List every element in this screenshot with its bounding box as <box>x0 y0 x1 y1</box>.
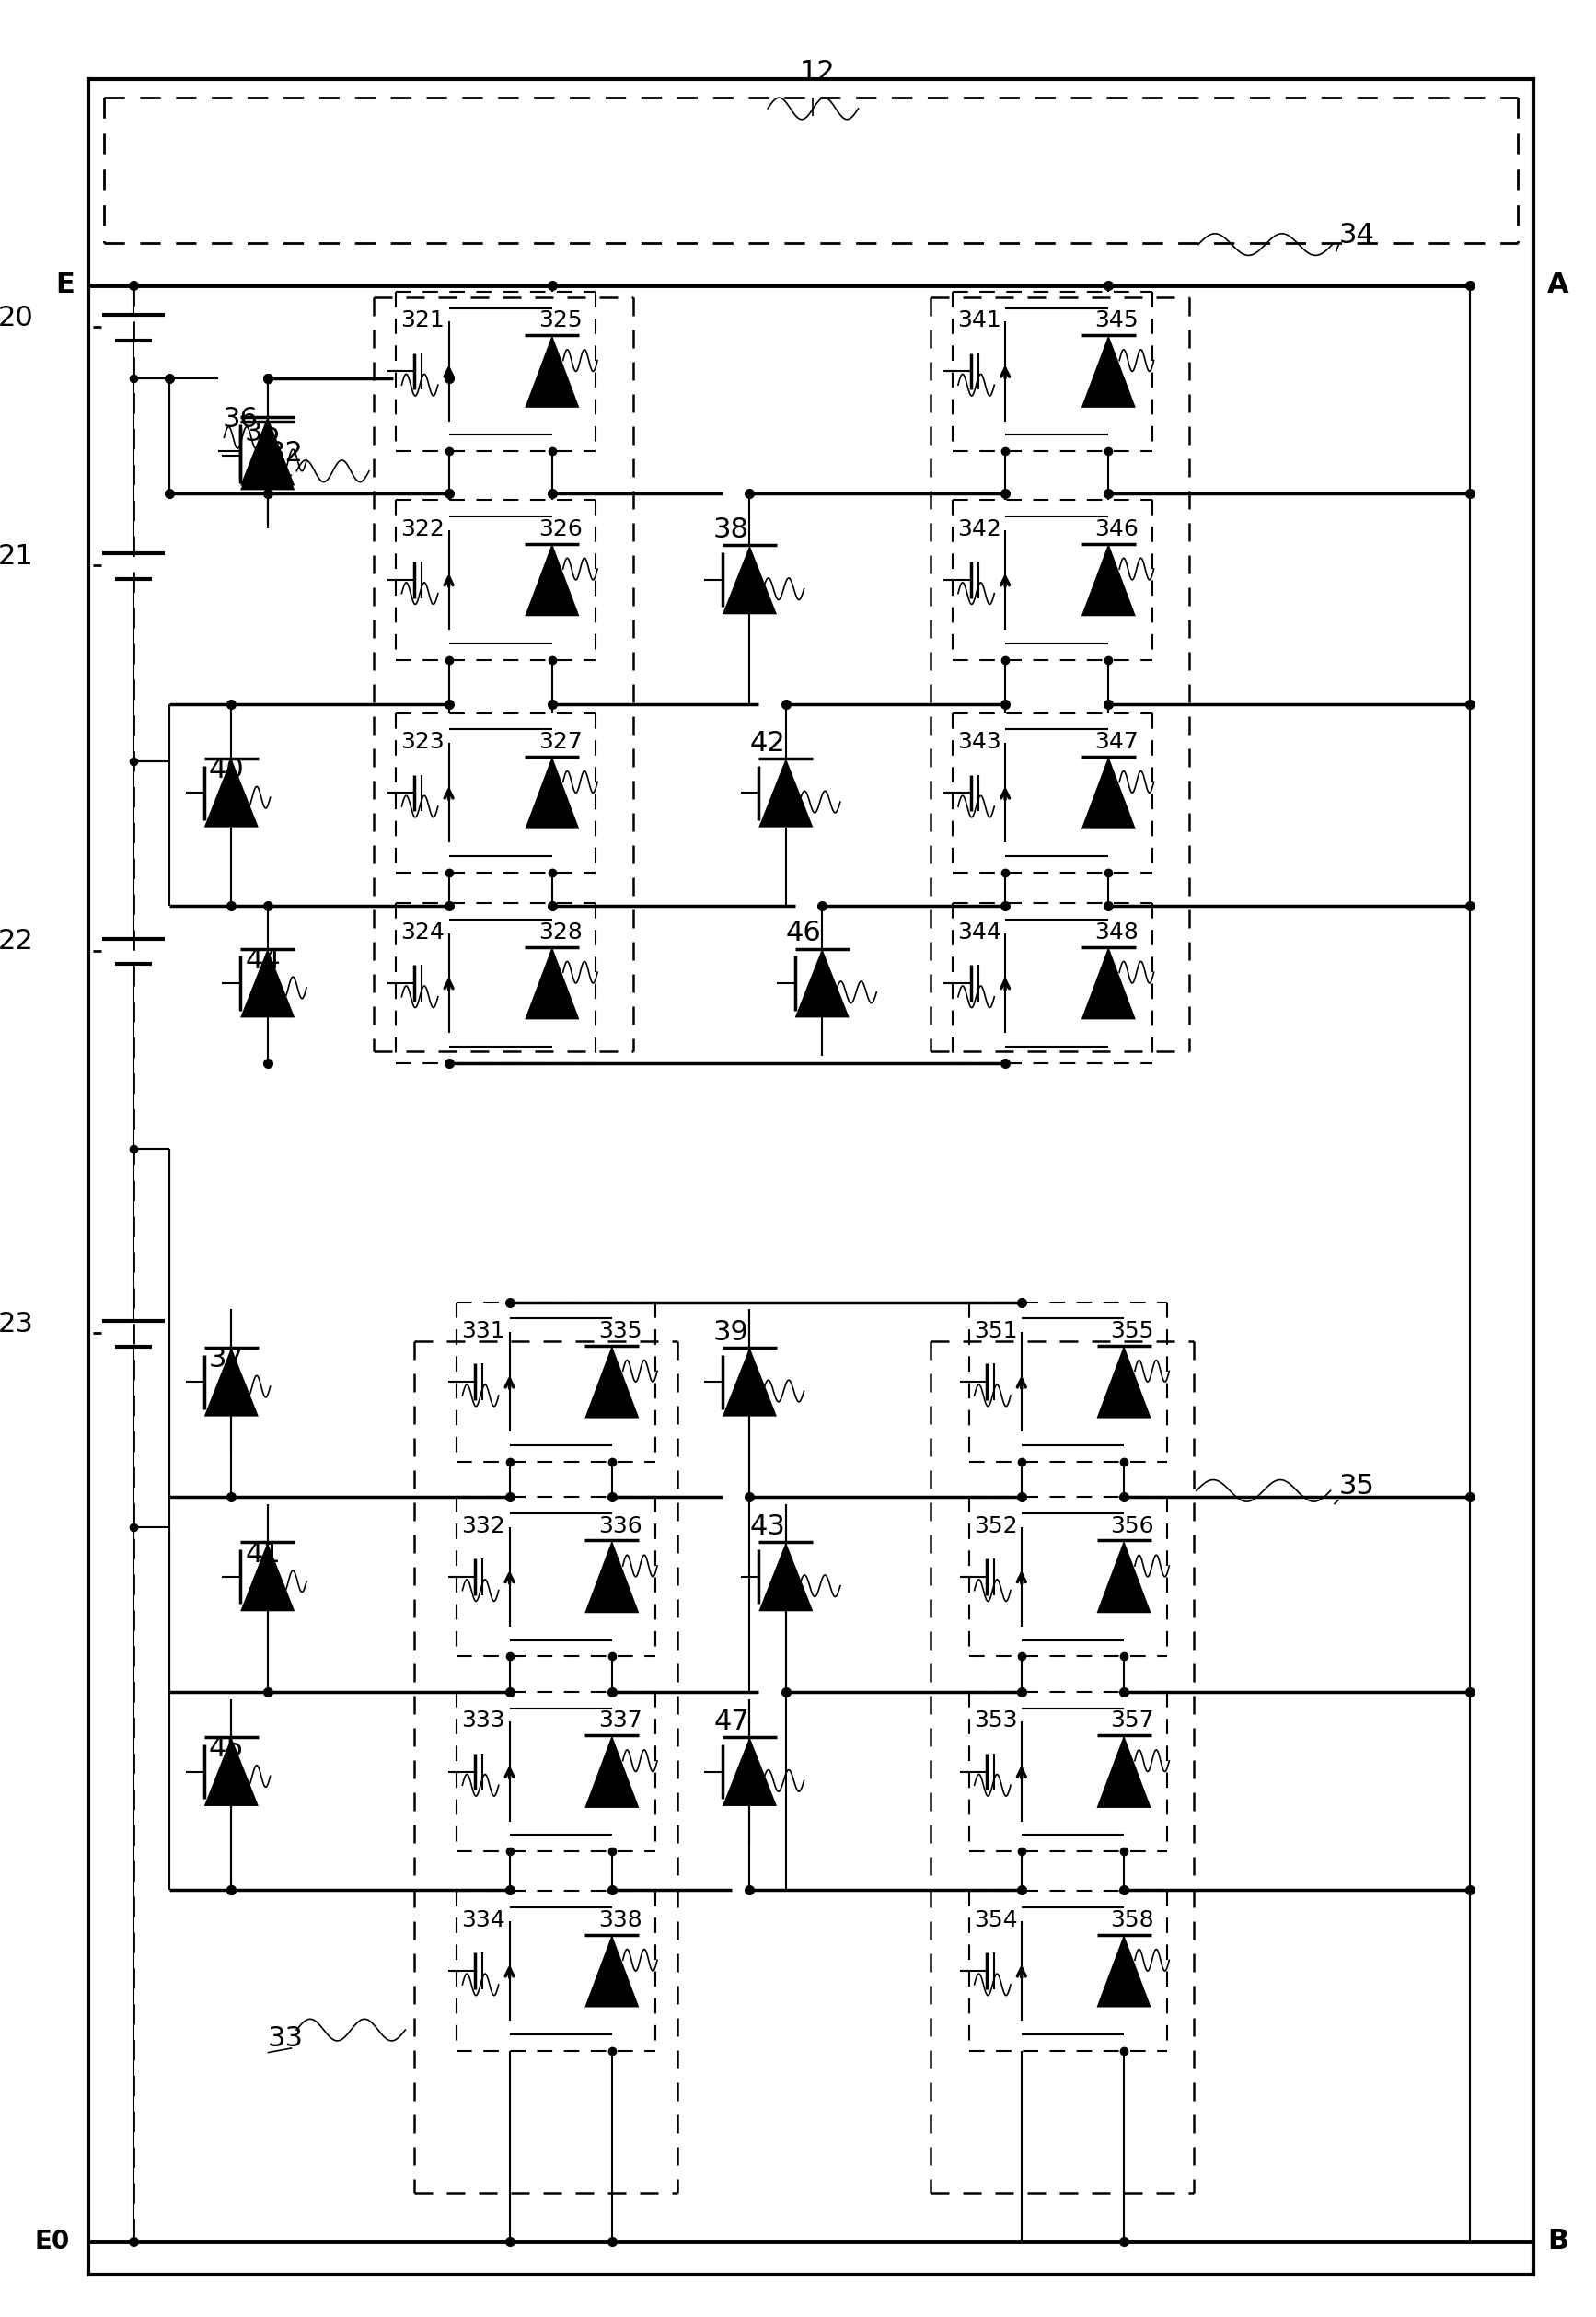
Text: 326: 326 <box>538 519 583 540</box>
Text: 323: 323 <box>401 730 445 753</box>
Text: 354: 354 <box>974 1909 1017 1932</box>
Text: 347: 347 <box>1095 730 1140 753</box>
Polygon shape <box>1082 544 1136 616</box>
Polygon shape <box>795 948 849 1017</box>
Text: 344: 344 <box>958 922 1001 943</box>
Polygon shape <box>758 1543 812 1610</box>
Polygon shape <box>241 422 295 491</box>
Text: 333: 333 <box>461 1710 506 1731</box>
Text: 341: 341 <box>958 310 1001 331</box>
Polygon shape <box>584 1541 638 1613</box>
Polygon shape <box>723 544 777 614</box>
Polygon shape <box>525 336 579 408</box>
Text: 45: 45 <box>209 1735 244 1763</box>
Text: 22: 22 <box>0 929 34 955</box>
Polygon shape <box>584 1935 638 2007</box>
Text: 322: 322 <box>401 519 445 540</box>
Text: 345: 345 <box>1095 310 1138 331</box>
Polygon shape <box>241 1543 295 1610</box>
Polygon shape <box>525 544 579 616</box>
Text: 21: 21 <box>0 542 34 570</box>
Text: 44: 44 <box>244 948 281 973</box>
Text: 35: 35 <box>1339 1474 1374 1499</box>
Text: 47: 47 <box>713 1708 749 1735</box>
Text: 353: 353 <box>974 1710 1017 1731</box>
Text: 356: 356 <box>1111 1515 1154 1536</box>
Text: 37: 37 <box>209 1346 244 1372</box>
Text: 334: 334 <box>461 1909 506 1932</box>
Polygon shape <box>1096 1735 1151 1807</box>
Polygon shape <box>525 758 579 829</box>
Text: 342: 342 <box>958 519 1001 540</box>
Text: 34: 34 <box>1339 222 1374 248</box>
Polygon shape <box>584 1735 638 1807</box>
Text: 41: 41 <box>244 1541 281 1566</box>
Text: E0: E0 <box>35 2229 70 2254</box>
Text: 355: 355 <box>1111 1321 1154 1342</box>
Polygon shape <box>204 1738 259 1805</box>
Polygon shape <box>241 948 295 1017</box>
Text: 39: 39 <box>713 1318 749 1346</box>
Text: 33: 33 <box>268 2025 303 2053</box>
Text: B: B <box>1547 2227 1569 2254</box>
Polygon shape <box>1082 948 1136 1019</box>
Text: 331: 331 <box>461 1321 506 1342</box>
Text: 20: 20 <box>0 304 34 331</box>
Text: 36: 36 <box>222 405 259 433</box>
Text: 336: 336 <box>598 1515 642 1536</box>
Text: 332: 332 <box>461 1515 506 1536</box>
Polygon shape <box>204 1348 259 1416</box>
Text: 335: 335 <box>598 1321 642 1342</box>
Text: 351: 351 <box>974 1321 1017 1342</box>
Text: 358: 358 <box>1111 1909 1154 1932</box>
Text: 348: 348 <box>1095 922 1140 943</box>
Polygon shape <box>241 417 295 487</box>
Text: 23: 23 <box>0 1311 34 1337</box>
Text: 38: 38 <box>713 517 749 542</box>
Polygon shape <box>1082 758 1136 829</box>
Polygon shape <box>584 1346 638 1418</box>
Polygon shape <box>1096 1541 1151 1613</box>
Text: 12: 12 <box>800 58 835 86</box>
Polygon shape <box>1082 336 1136 408</box>
Text: 343: 343 <box>958 730 1001 753</box>
Text: 46: 46 <box>785 920 822 948</box>
Text: 328: 328 <box>538 922 583 943</box>
Text: 325: 325 <box>538 310 583 331</box>
Text: 321: 321 <box>401 310 445 331</box>
Text: 324: 324 <box>401 922 445 943</box>
Text: 357: 357 <box>1111 1710 1154 1731</box>
Text: 36: 36 <box>244 419 281 447</box>
Text: 327: 327 <box>538 730 583 753</box>
Text: 346: 346 <box>1095 519 1140 540</box>
Polygon shape <box>525 948 579 1019</box>
Polygon shape <box>1096 1346 1151 1418</box>
Polygon shape <box>758 758 812 827</box>
Text: 42: 42 <box>750 730 785 755</box>
Polygon shape <box>723 1348 777 1416</box>
Text: 43: 43 <box>750 1513 785 1541</box>
Text: 40: 40 <box>209 758 244 783</box>
Text: 32: 32 <box>268 440 303 466</box>
Text: 338: 338 <box>598 1909 642 1932</box>
Text: 352: 352 <box>974 1515 1017 1536</box>
Polygon shape <box>204 758 259 827</box>
Polygon shape <box>723 1738 777 1805</box>
Text: 337: 337 <box>598 1710 642 1731</box>
Polygon shape <box>1096 1935 1151 2007</box>
Text: A: A <box>1547 271 1569 299</box>
Text: E: E <box>56 271 75 299</box>
